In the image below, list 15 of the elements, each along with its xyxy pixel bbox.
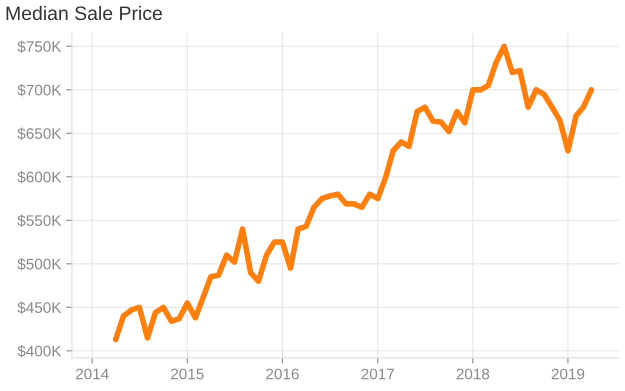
x-tick-label: 2019: [552, 368, 584, 380]
x-tick-label: 2015: [171, 368, 204, 380]
y-tick-label: $450K: [17, 302, 62, 314]
y-tick-label: $700K: [17, 84, 62, 96]
y-tick-label: $750K: [17, 40, 62, 53]
x-tick-label: 2014: [76, 368, 109, 380]
y-tick-label: $500K: [17, 258, 62, 270]
y-tick-label: $550K: [17, 214, 62, 227]
y-tick-label: $600K: [17, 171, 62, 184]
y-tick-label: $650K: [17, 128, 62, 140]
x-tick-label: 2016: [266, 368, 299, 380]
chart-title: Median Sale Price: [6, 6, 162, 20]
x-tick-label: 2018: [456, 368, 490, 380]
y-tick-label: $400K: [17, 345, 62, 358]
x-tick-label: 2017: [362, 368, 394, 380]
